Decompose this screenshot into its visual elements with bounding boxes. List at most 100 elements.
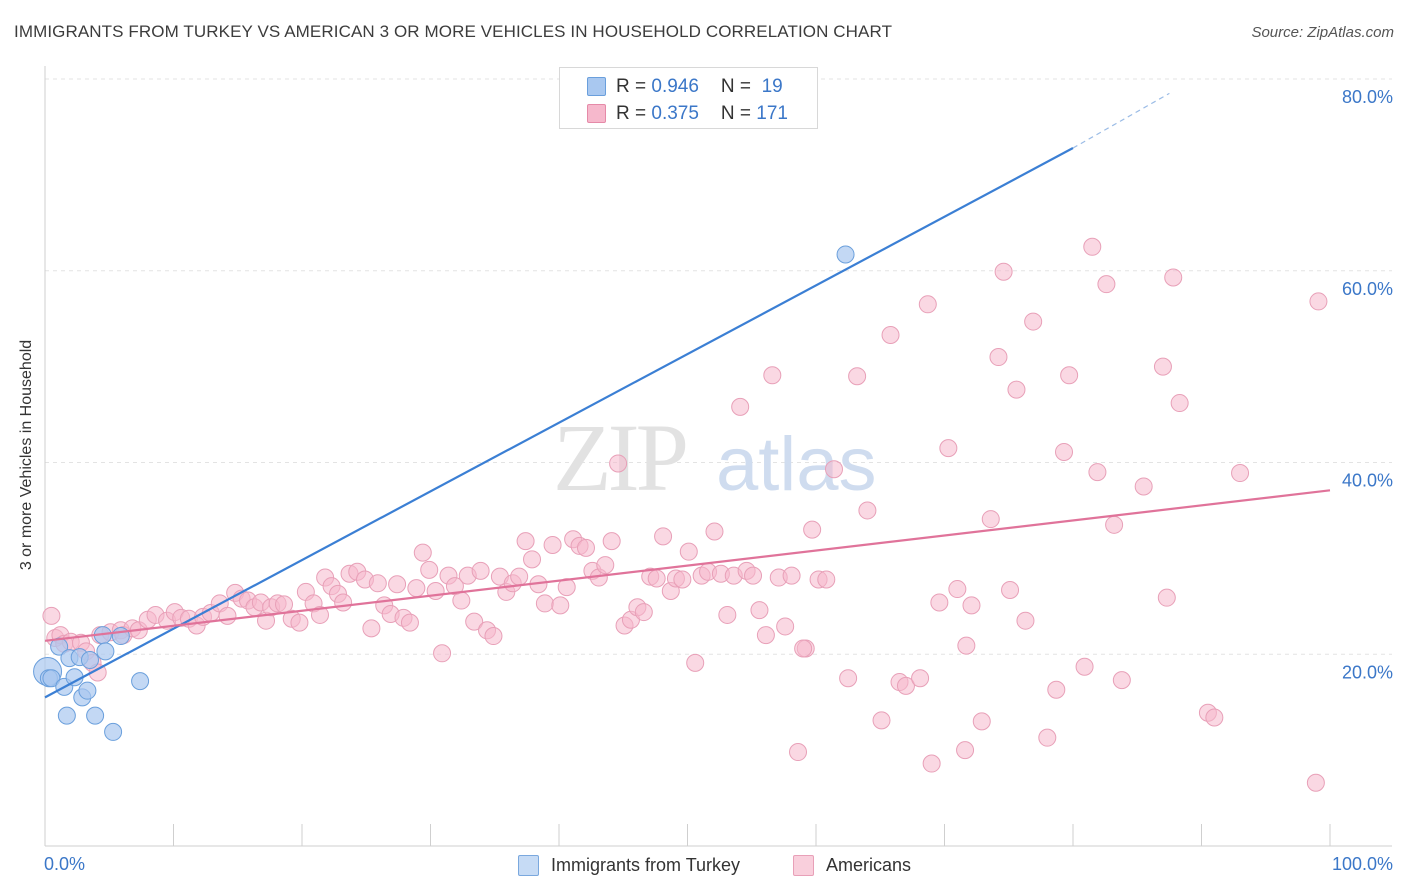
americans-point bbox=[1097, 275, 1116, 294]
turkey-point bbox=[42, 669, 61, 688]
americans-point bbox=[334, 593, 353, 612]
legend-item-americans: Americans bbox=[793, 851, 911, 879]
x-tick-label: 100.0% bbox=[1332, 854, 1393, 874]
americans-point bbox=[1231, 464, 1250, 483]
americans-point bbox=[782, 566, 801, 585]
americans-points bbox=[42, 237, 1328, 792]
americans-point bbox=[290, 613, 309, 632]
americans-trendline bbox=[44, 489, 1331, 642]
americans-point bbox=[1153, 357, 1172, 376]
americans-point bbox=[817, 570, 836, 589]
americans-point bbox=[1309, 292, 1328, 311]
americans-point bbox=[310, 605, 329, 624]
americans-point bbox=[1047, 680, 1066, 699]
legend-label-turkey: Immigrants from Turkey bbox=[551, 854, 741, 875]
americans-point bbox=[939, 439, 958, 458]
watermark-atlas: atlas bbox=[716, 422, 877, 507]
americans-point bbox=[922, 754, 941, 773]
source-credit: Source: ZipAtlas.com bbox=[1251, 24, 1394, 41]
americans-point bbox=[471, 561, 490, 580]
americans-point bbox=[420, 560, 439, 579]
turkey-point bbox=[111, 627, 130, 646]
americans-point bbox=[1306, 773, 1325, 792]
americans-point bbox=[858, 501, 877, 520]
americans-point bbox=[744, 566, 763, 585]
americans-point bbox=[516, 532, 535, 551]
americans-point bbox=[1016, 611, 1035, 630]
chart-title: IMMIGRANTS FROM TURKEY VS AMERICAN 3 OR … bbox=[14, 22, 893, 41]
americans-point bbox=[673, 570, 692, 589]
americans-point bbox=[362, 619, 381, 638]
legend-label-americans: Americans bbox=[826, 854, 912, 875]
americans-point bbox=[1105, 515, 1124, 534]
legend-swatch-americans bbox=[793, 854, 814, 876]
americans-point bbox=[1164, 268, 1183, 287]
tick-labels: 20.0% 40.0% 60.0% 80.0% 0.0% 100.0% bbox=[44, 87, 1393, 874]
americans-point bbox=[1205, 708, 1224, 727]
americans-point bbox=[957, 636, 976, 655]
americans-point bbox=[42, 606, 61, 625]
legend-item-turkey: Immigrants from Turkey bbox=[518, 851, 740, 879]
americans-point bbox=[962, 596, 981, 615]
americans-point bbox=[609, 454, 628, 473]
legend-n-label: N = bbox=[720, 102, 757, 124]
americans-point bbox=[1060, 366, 1079, 385]
americans-point bbox=[407, 579, 426, 598]
americans-point bbox=[911, 669, 930, 688]
americans-point bbox=[551, 596, 570, 615]
americans-point bbox=[654, 527, 673, 546]
americans-point bbox=[218, 606, 237, 625]
americans-point bbox=[368, 574, 387, 593]
americans-point bbox=[1007, 380, 1026, 399]
americans-point bbox=[576, 538, 595, 557]
legend-swatch-turkey bbox=[518, 854, 539, 876]
turkey-point bbox=[80, 651, 99, 670]
americans-point bbox=[918, 295, 937, 314]
americans-point bbox=[848, 367, 867, 386]
americans-point bbox=[1134, 477, 1153, 496]
americans-point bbox=[484, 627, 503, 646]
americans-point bbox=[1075, 657, 1094, 676]
americans-point bbox=[1088, 463, 1107, 482]
americans-point bbox=[994, 262, 1013, 281]
americans-point bbox=[705, 522, 724, 541]
americans-point bbox=[400, 613, 419, 632]
americans-point bbox=[543, 535, 562, 554]
x-tick-label: 0.0% bbox=[44, 854, 85, 874]
americans-point bbox=[956, 741, 975, 760]
americans-point bbox=[750, 601, 769, 620]
americans-point bbox=[388, 575, 407, 594]
americans-point bbox=[824, 460, 843, 479]
turkey-point bbox=[836, 245, 855, 264]
americans-point bbox=[465, 612, 484, 631]
americans-point bbox=[1157, 588, 1176, 607]
americans-point bbox=[452, 591, 471, 610]
americans-point bbox=[1055, 442, 1074, 461]
americans-point bbox=[523, 550, 542, 569]
correlation-legend: R = 0.946 N = 19 R = 0.375 N = 171 bbox=[559, 67, 818, 129]
legend-row-turkey: R = 0.946 N = 19 bbox=[560, 73, 783, 100]
americans-point bbox=[426, 581, 445, 600]
americans-point bbox=[803, 520, 822, 539]
watermark: ZIP atlas bbox=[553, 404, 877, 511]
y-tick-label: 80.0% bbox=[1342, 87, 1393, 107]
turkey-trendline-extension bbox=[1072, 92, 1170, 149]
americans-point bbox=[839, 669, 858, 688]
turkey-point bbox=[131, 672, 150, 691]
americans-point bbox=[647, 569, 666, 588]
americans-point bbox=[948, 580, 967, 599]
turkey-point bbox=[86, 706, 105, 725]
americans-point bbox=[872, 711, 891, 730]
legend-swatch-turkey bbox=[587, 77, 606, 96]
turkey-trendline bbox=[44, 147, 1074, 699]
legend-n-label: N = bbox=[720, 75, 757, 97]
americans-point bbox=[731, 397, 750, 416]
americans-point bbox=[930, 593, 949, 612]
turkey-point bbox=[78, 681, 97, 700]
americans-point bbox=[535, 594, 554, 613]
americans-point bbox=[1001, 581, 1020, 600]
americans-point bbox=[413, 543, 432, 562]
americans-point bbox=[510, 567, 529, 586]
americans-point bbox=[433, 644, 452, 663]
